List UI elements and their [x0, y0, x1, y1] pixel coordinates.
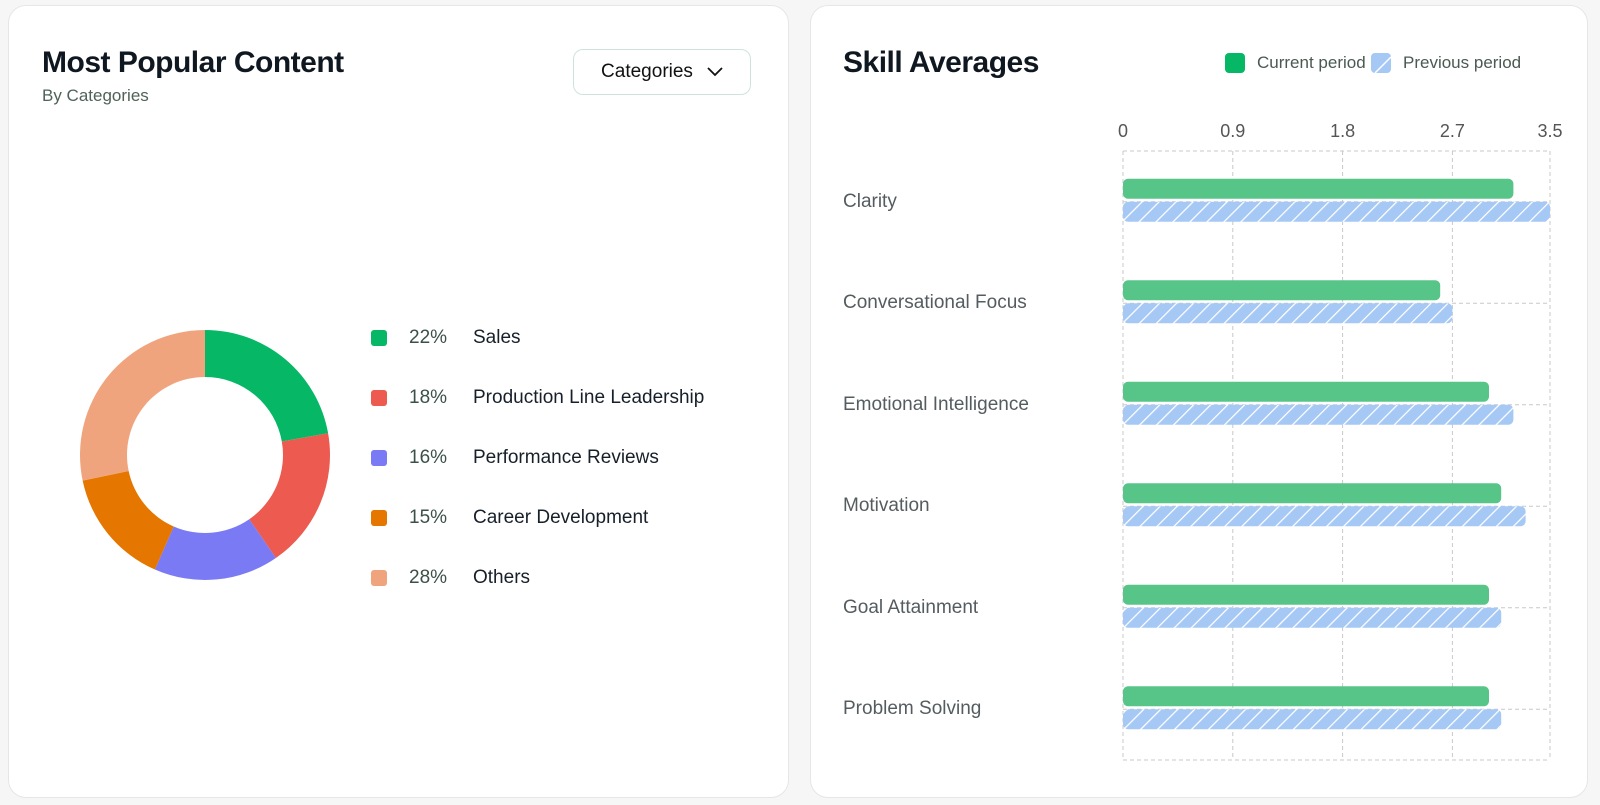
bar-previous-period[interactable]	[1123, 404, 1514, 425]
category-label: Goal Attainment	[843, 596, 979, 618]
legend-item: 22% Sales	[371, 327, 521, 349]
legend-label: Previous period	[1403, 53, 1522, 72]
most-popular-content-card: Most Popular Content By Categories Categ…	[8, 5, 789, 798]
legend-percent: 28%	[409, 567, 448, 588]
legend-item: 16% Performance Reviews	[371, 447, 659, 469]
donut-slice-career-development[interactable]	[82, 470, 174, 570]
x-tick-label: 0	[1118, 121, 1128, 141]
category-label: Clarity	[843, 190, 897, 212]
category-label: Emotional Intelligence	[843, 393, 1029, 415]
category-label: Motivation	[843, 495, 930, 517]
donut-slice-performance-reviews[interactable]	[154, 519, 276, 581]
bar-previous-period[interactable]	[1123, 303, 1453, 324]
category-label: Conversational Focus	[843, 292, 1027, 314]
legend-item: 15% Career Development	[371, 507, 648, 529]
bar-current-period[interactable]	[1123, 686, 1489, 707]
bar-previous-period[interactable]	[1123, 201, 1550, 222]
legend-label: Performance Reviews	[473, 447, 659, 468]
bar-previous-period[interactable]	[1123, 506, 1526, 527]
categories-dropdown[interactable]: Categories	[573, 49, 751, 95]
legend-current-period: Current period	[1225, 53, 1366, 73]
card-title: Skill Averages	[843, 46, 1039, 79]
legend-swatch	[1225, 53, 1245, 73]
bar-current-period[interactable]	[1123, 178, 1514, 199]
bar-current-period[interactable]	[1123, 483, 1502, 504]
legend-previous-period: Previous period	[1371, 53, 1521, 73]
legend-label: Career Development	[473, 507, 649, 528]
card-title: Most Popular Content	[42, 46, 344, 79]
bar-current-period[interactable]	[1123, 280, 1441, 301]
legend-item: 28% Others	[371, 567, 530, 589]
legend-percent: 15%	[409, 507, 448, 528]
legend-label: Sales	[473, 327, 521, 348]
bar-previous-period[interactable]	[1123, 709, 1502, 730]
donut-slice-production-line-leadership[interactable]	[249, 433, 331, 558]
legend-percent: 16%	[409, 447, 448, 468]
x-tick-label: 3.5	[1537, 121, 1562, 141]
legend-percent: 22%	[409, 327, 448, 348]
bar-current-period[interactable]	[1123, 381, 1489, 402]
legend-swatch	[371, 450, 387, 466]
skill-averages-card: Skill Averages Current period Previous p…	[810, 5, 1588, 798]
donut-slice-sales[interactable]	[205, 330, 329, 442]
legend-label: Current period	[1257, 53, 1366, 72]
legend-label: Production Line Leadership	[473, 387, 705, 408]
legend-swatch	[371, 330, 387, 346]
legend-label: Others	[473, 567, 531, 588]
legend-swatch-hatched	[1371, 53, 1391, 73]
legend-percent: 18%	[409, 387, 448, 408]
donut-slice-others[interactable]	[79, 330, 205, 481]
x-tick-label: 1.8	[1330, 121, 1355, 141]
donut-chart	[79, 330, 331, 581]
x-tick-label: 2.7	[1440, 121, 1465, 141]
legend-swatch	[371, 510, 387, 526]
legend-swatch	[371, 570, 387, 586]
card-subtitle: By Categories	[42, 86, 149, 105]
chevron-down-icon	[707, 67, 723, 77]
legend-swatch	[371, 390, 387, 406]
bar-previous-period[interactable]	[1123, 607, 1502, 628]
legend-item: 18% Production Line Leadership	[371, 387, 704, 409]
bar-current-period[interactable]	[1123, 584, 1489, 605]
dropdown-label: Categories	[601, 61, 693, 82]
x-tick-label: 0.9	[1220, 121, 1245, 141]
bar-chart: 0 0.9 1.8 2.7 3.5	[1118, 121, 1563, 761]
category-label: Problem Solving	[843, 698, 982, 720]
grid	[1122, 150, 1551, 761]
